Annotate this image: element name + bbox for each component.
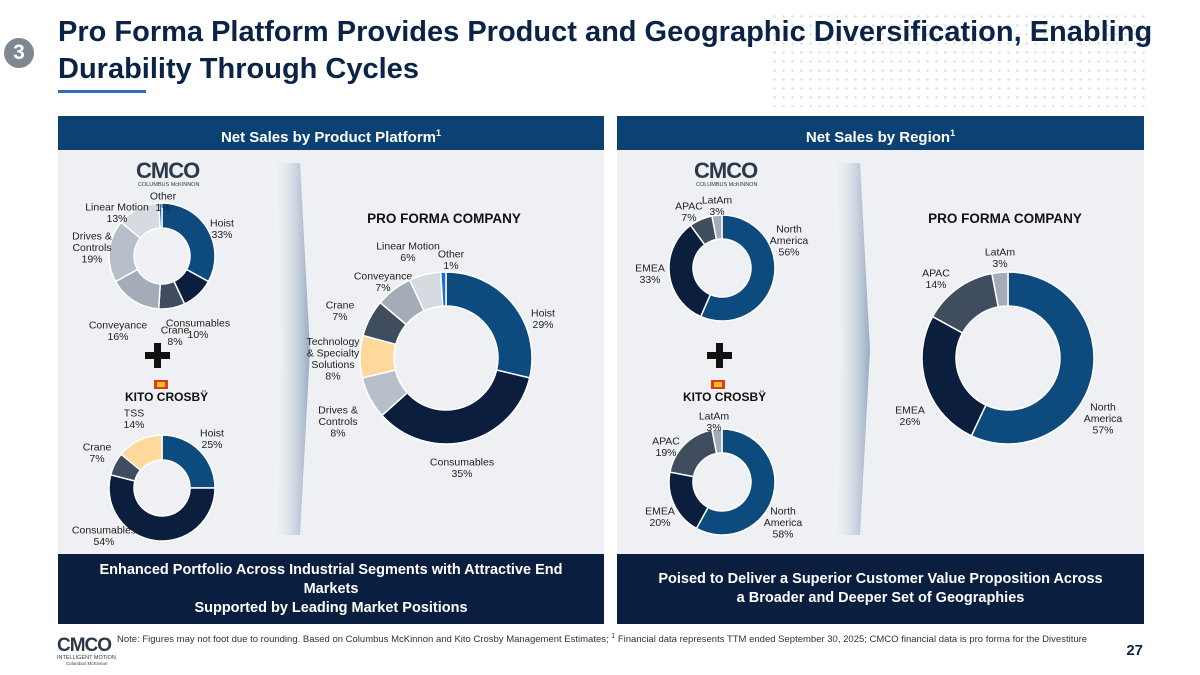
right-footer-line-1: Poised to Deliver a Superior Customer Va… bbox=[658, 571, 1103, 587]
data-label-linear-motion: Linear Motion 6% bbox=[376, 240, 440, 264]
donut-slice-other bbox=[157, 202, 163, 229]
data-label-emea: EMEA 20% bbox=[645, 505, 675, 529]
cmco-logo-mark: CMCO bbox=[694, 158, 758, 183]
data-label-north-america: North America 57% bbox=[1084, 402, 1123, 437]
donut-slice-consumables bbox=[108, 473, 216, 542]
data-label-emea: EMEA 33% bbox=[635, 262, 665, 286]
data-label-north-america: North America 56% bbox=[770, 224, 809, 259]
kito-region-donut: North America 58% EMEA 20% APAC 19% LatAm 3% bbox=[645, 410, 802, 540]
data-label-linear-motion: Linear Motion 13% bbox=[85, 201, 149, 225]
left-footer-line-2: Supported by Leading Market Positions bbox=[194, 599, 468, 616]
cmco-region-donut: North America 56% EMEA 33% APAC 7%LatAm 3% bbox=[635, 194, 809, 322]
footnote: Note: Figures may not foot due to roundi… bbox=[117, 633, 1087, 645]
plus-icon-right bbox=[707, 343, 732, 368]
proforma-product-donut: Hoist 29% Consumables 35% Drives & Controls 8%… bbox=[306, 211, 555, 480]
footnote-tail: Financial data represents TTM ended Sept… bbox=[617, 634, 1088, 646]
data-label-latam: LatAm 3% bbox=[702, 194, 733, 218]
footnote-marker: 1 bbox=[611, 633, 616, 640]
donut-slice-emea bbox=[668, 224, 712, 318]
left-flow-arrow bbox=[272, 163, 310, 535]
chart-title: PRO FORMA COMPANY bbox=[928, 211, 1082, 226]
right-panel-heading: Net Sales by Region1 bbox=[617, 116, 1144, 150]
data-label-other: Other 1% bbox=[150, 190, 177, 214]
left-footer-line-1: Enhanced Portfolio Across Industrial Seg… bbox=[99, 561, 563, 597]
data-label-conveyance: Conveyance 7% bbox=[354, 270, 413, 294]
title-underline bbox=[58, 90, 146, 93]
title-line-2: Durability Through Cycles bbox=[58, 53, 419, 85]
title-line-1: Pro Forma Platform Provides Product and … bbox=[58, 16, 1153, 48]
left-heading-text: Net Sales by Product Platform bbox=[220, 129, 437, 146]
right-flow-arrow bbox=[832, 163, 870, 535]
data-label-drives-controls: Drives & Controls 19% bbox=[72, 231, 112, 266]
data-label-crane: Crane 7% bbox=[83, 441, 112, 465]
cmco-logo-mark: CMCO bbox=[136, 158, 200, 183]
left-panel-heading: Net Sales by Product Platform1 bbox=[58, 116, 604, 150]
kito-crosby-wordmark: KITO CROSBY bbox=[125, 390, 208, 404]
data-label-crane: Crane 7% bbox=[326, 299, 355, 323]
data-label-latam: LatAm 3% bbox=[699, 410, 730, 434]
donut-slice-north-america bbox=[970, 271, 1095, 445]
proforma-region-donut: North America 57% EMEA 26% APAC 14% LatAm 3% PRO … bbox=[895, 211, 1123, 445]
data-label-crane: Crane 8% bbox=[161, 324, 190, 348]
data-label-technology-specialty-solutions: Technology & Specialty Solutions 8% bbox=[306, 336, 360, 383]
data-label-emea: EMEA 26% bbox=[895, 404, 925, 428]
page-number: 27 bbox=[1126, 642, 1143, 659]
left-panel-footer: Enhanced Portfolio Across Industrial Seg… bbox=[58, 554, 604, 624]
chart-title: PRO FORMA COMPANY bbox=[367, 211, 521, 226]
data-label-latam: LatAm 3% bbox=[985, 246, 1016, 270]
cmco-logo-subtitle: COLUMBUS McKINNON bbox=[138, 182, 199, 188]
page-title: Pro Forma Platform Provides Product and … bbox=[58, 14, 1158, 88]
right-footer-line-2: a Broader and Deeper Set of Geographies bbox=[736, 590, 1025, 606]
brand-line-2: Columbus McKinnon bbox=[66, 661, 108, 666]
decorative-dot-pattern bbox=[770, 12, 1150, 107]
data-label-apac: APAC 14% bbox=[922, 267, 950, 291]
donut-slice-north-america bbox=[695, 428, 776, 536]
data-label-hoist: Hoist 33% bbox=[210, 217, 234, 241]
cmco-logo-right: CMCO COLUMBUS McKINNON bbox=[694, 158, 759, 188]
donut-slice-consumables bbox=[380, 369, 531, 445]
data-label-drives-controls: Drives & Controls 8% bbox=[318, 405, 358, 440]
kito-crosby-logo-right: KITO CROSBY ™ bbox=[683, 380, 766, 404]
cmco-intelligent-motion-logo: CMCO INTELLIGENT MOTION Columbus McKinno… bbox=[57, 635, 116, 666]
right-heading-footnote: 1 bbox=[950, 128, 956, 138]
right-heading-text: Net Sales by Region bbox=[805, 129, 951, 146]
kito-crosby-logo-left: KITO CROSBY ™ bbox=[125, 380, 208, 404]
right-panel-footer: Poised to Deliver a Superior Customer Va… bbox=[617, 554, 1144, 624]
data-label-consumables: Consumables 10% bbox=[166, 317, 230, 341]
kito-product-donut: Hoist 25% Consumables 54% Crane 7% TSS 14% bbox=[72, 407, 224, 548]
brand-line-1: INTELLIGENT MOTION bbox=[57, 655, 116, 661]
data-label-north-america: North America 58% bbox=[764, 506, 803, 541]
step-number-badge: 3 bbox=[4, 38, 34, 68]
brand-mark: CMCO bbox=[57, 635, 111, 656]
donut-slice-latam bbox=[991, 271, 1009, 308]
left-heading-footnote: 1 bbox=[436, 128, 442, 138]
data-label-apac: APAC 7% bbox=[675, 200, 703, 224]
data-label-other: Other 1% bbox=[438, 248, 465, 272]
donut-slice-hoist bbox=[445, 271, 533, 379]
footnote-text: Note: Figures may not foot due to roundi… bbox=[117, 634, 609, 646]
cmco-logo-subtitle: COLUMBUS McKINNON bbox=[696, 182, 757, 188]
kito-crosby-trademark: ™ bbox=[759, 390, 765, 396]
donut-slice-latam bbox=[711, 214, 723, 241]
data-label-consumables: Consumables 35% bbox=[430, 456, 494, 480]
data-label-hoist: Hoist 25% bbox=[200, 427, 224, 451]
kito-crosby-trademark: ™ bbox=[201, 390, 207, 396]
donut-slice-emea bbox=[921, 315, 987, 437]
cmco-product-donut: Hoist 33% Consumables 10%Crane 8% Conveyance 1… bbox=[72, 190, 234, 348]
donut-slice-hoist bbox=[161, 202, 216, 283]
data-label-apac: APAC 19% bbox=[652, 435, 680, 459]
donut-slice-latam bbox=[711, 428, 723, 455]
data-label-hoist: Hoist 29% bbox=[531, 307, 555, 331]
plus-icon-left bbox=[145, 343, 170, 368]
data-label-conveyance: Conveyance 16% bbox=[89, 319, 148, 343]
donut-slice-tss bbox=[120, 434, 163, 472]
data-label-consumables: Consumables 54% bbox=[72, 524, 136, 548]
cmco-logo-left: CMCO COLUMBUS McKINNON bbox=[136, 158, 201, 188]
donut-slice-other bbox=[439, 271, 447, 307]
kito-crosby-wordmark: KITO CROSBY bbox=[683, 390, 766, 404]
donut-slice-north-america bbox=[699, 214, 776, 322]
data-label-tss: TSS 14% bbox=[123, 407, 144, 431]
